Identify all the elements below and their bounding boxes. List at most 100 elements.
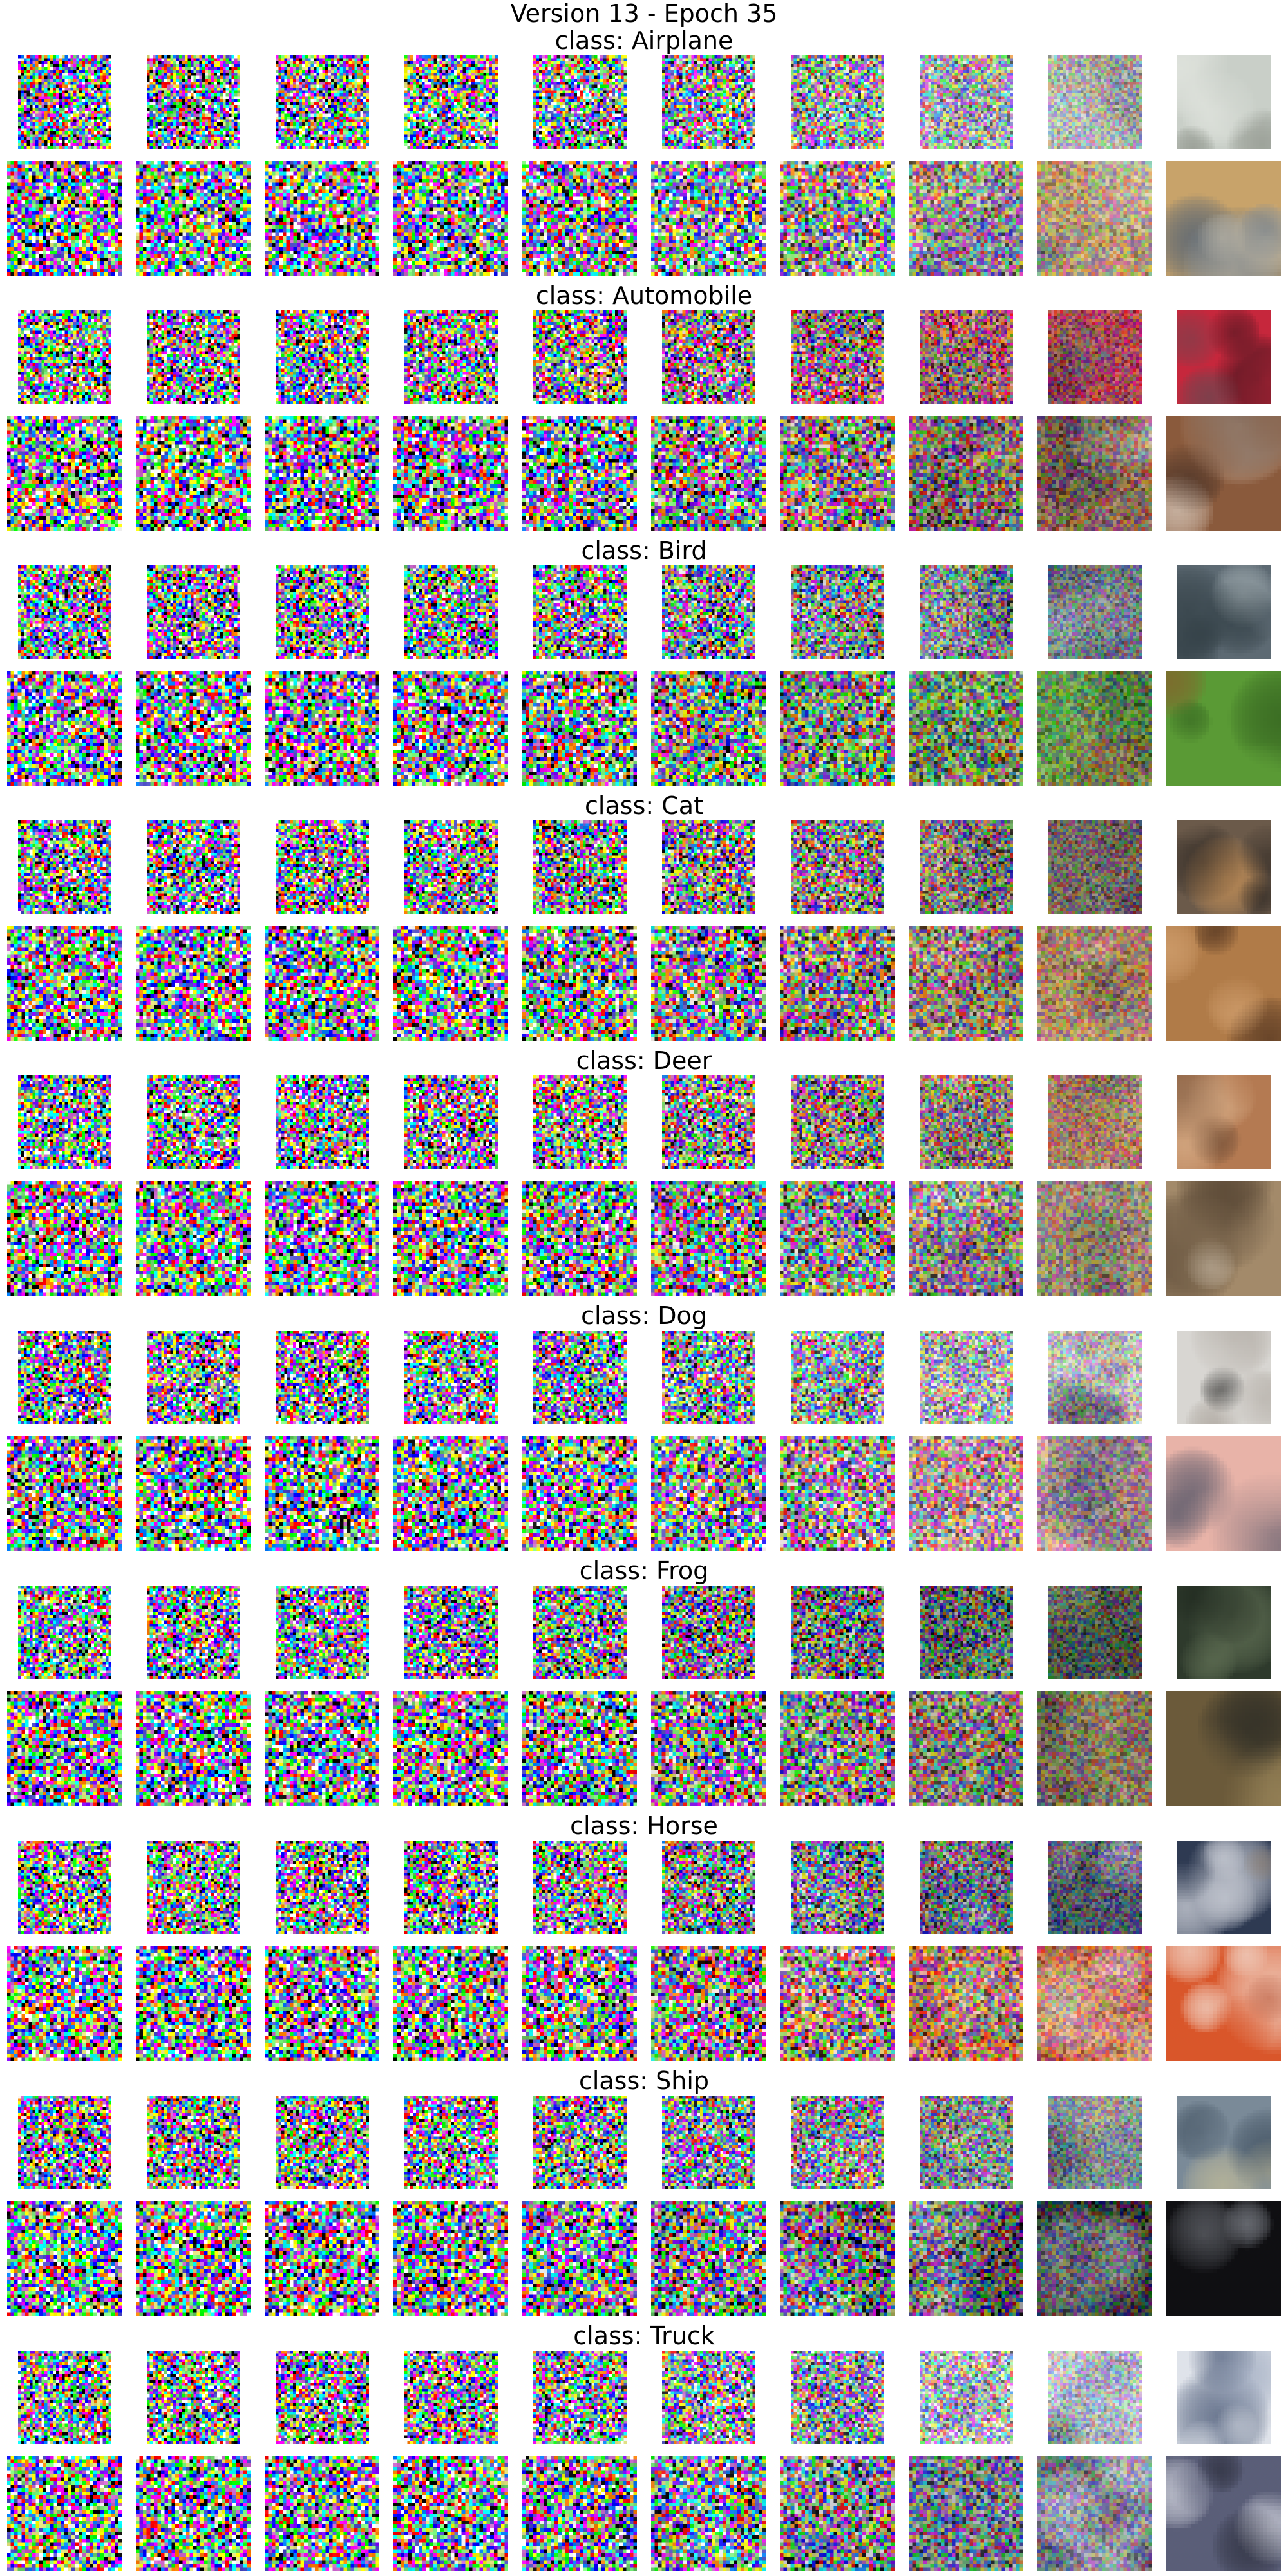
sample-bird-row1-step3 — [275, 565, 369, 659]
sample-automobile-row2-step3 — [265, 416, 379, 531]
sample-truck-row1-step8 — [919, 2351, 1013, 2444]
sample-bird-row1-step1 — [17, 565, 111, 659]
sample-deer-row1-step1 — [17, 1075, 111, 1169]
sample-automobile-row1-step5 — [533, 310, 627, 404]
sample-bird-row1-step4 — [404, 565, 498, 659]
sample-frog-row2-step5 — [522, 1691, 637, 1806]
sample-deer-row2-step6 — [651, 1181, 766, 1296]
sample-airplane-row2-step2 — [136, 161, 251, 276]
sample-dog-row2-step7 — [780, 1436, 895, 1551]
sample-automobile-row2-step10 — [1166, 416, 1281, 531]
sample-ship-row1-step5 — [533, 2096, 627, 2189]
sample-cat-row2-step7 — [780, 926, 895, 1041]
sample-airplane-row2-step6 — [651, 161, 766, 276]
sample-truck-row2-step3 — [265, 2456, 379, 2571]
sample-airplane-row1-step8 — [919, 55, 1013, 149]
sample-airplane-row2-step8 — [909, 161, 1023, 276]
sample-automobile-row1-step7 — [790, 310, 884, 404]
sample-deer-row2-step1 — [7, 1181, 122, 1296]
sample-dog-row1-step2 — [146, 1331, 240, 1424]
sample-truck-row1-step1 — [17, 2351, 111, 2444]
sample-airplane-row1-step4 — [404, 55, 498, 149]
sample-horse-row1-step5 — [533, 1841, 627, 1934]
sample-deer-row1-step5 — [533, 1075, 627, 1169]
sample-cat-row1-step4 — [404, 820, 498, 914]
sample-truck-row1-step2 — [146, 2351, 240, 2444]
sample-ship-row1-step1 — [17, 2096, 111, 2189]
sample-dog-row1-step6 — [661, 1331, 755, 1424]
sample-cat-row1-step6 — [661, 820, 755, 914]
sample-horse-row1-step10 — [1177, 1841, 1271, 1934]
sample-frog-row2-step7 — [780, 1691, 895, 1806]
sample-bird-row1-step8 — [919, 565, 1013, 659]
sample-airplane-row1-step9 — [1048, 55, 1142, 149]
sample-truck-row2-step10 — [1166, 2456, 1281, 2571]
sample-horse-row2-step10 — [1166, 1946, 1281, 2061]
sample-dog-row1-step5 — [533, 1331, 627, 1424]
sample-truck-row2-step2 — [136, 2456, 251, 2571]
sample-frog-row1-step10 — [1177, 1586, 1271, 1679]
sample-deer-row1-step8 — [919, 1075, 1013, 1169]
sample-automobile-row2-step5 — [522, 416, 637, 531]
sample-dog-row2-step10 — [1166, 1436, 1281, 1551]
sample-bird-row2-step3 — [265, 671, 379, 786]
sample-deer-row1-step4 — [404, 1075, 498, 1169]
sample-ship-row2-step1 — [7, 2201, 122, 2316]
sample-truck-row2-step9 — [1037, 2456, 1152, 2571]
class-title-automobile: class: Automobile — [535, 281, 753, 310]
sample-automobile-row1-step3 — [275, 310, 369, 404]
sample-ship-row1-step2 — [146, 2096, 240, 2189]
sample-ship-row1-step3 — [275, 2096, 369, 2189]
sample-airplane-row1-step1 — [17, 55, 111, 149]
sample-dog-row1-step7 — [790, 1331, 884, 1424]
sample-airplane-row2-step5 — [522, 161, 637, 276]
sample-bird-row2-step9 — [1037, 671, 1152, 786]
class-title-horse: class: Horse — [570, 1812, 718, 1840]
sample-horse-row2-step5 — [522, 1946, 637, 2061]
sample-truck-row2-step6 — [651, 2456, 766, 2571]
sample-frog-row2-step6 — [651, 1691, 766, 1806]
sample-airplane-row1-step6 — [661, 55, 755, 149]
sample-horse-row2-step8 — [909, 1946, 1023, 2061]
sample-bird-row1-step5 — [533, 565, 627, 659]
sample-horse-row1-step2 — [146, 1841, 240, 1934]
sample-airplane-row1-step2 — [146, 55, 240, 149]
sample-ship-row2-step3 — [265, 2201, 379, 2316]
sample-automobile-row2-step8 — [909, 416, 1023, 531]
sample-cat-row2-step10 — [1166, 926, 1281, 1041]
sample-truck-row1-step7 — [790, 2351, 884, 2444]
sample-ship-row1-step10 — [1177, 2096, 1271, 2189]
sample-ship-row2-step10 — [1166, 2201, 1281, 2316]
sample-truck-row2-step8 — [909, 2456, 1023, 2571]
class-title-ship: class: Ship — [578, 2067, 710, 2095]
class-title-deer: class: Deer — [576, 1046, 712, 1075]
sample-deer-row1-step2 — [146, 1075, 240, 1169]
sample-airplane-row1-step3 — [275, 55, 369, 149]
sample-deer-row1-step3 — [275, 1075, 369, 1169]
sample-deer-row2-step8 — [909, 1181, 1023, 1296]
sample-cat-row1-step8 — [919, 820, 1013, 914]
sample-frog-row2-step3 — [265, 1691, 379, 1806]
sample-horse-row2-step4 — [393, 1946, 508, 2061]
sample-horse-row2-step3 — [265, 1946, 379, 2061]
sample-frog-row1-step1 — [17, 1586, 111, 1679]
sample-ship-row1-step4 — [404, 2096, 498, 2189]
sample-automobile-row1-step2 — [146, 310, 240, 404]
sample-deer-row2-step3 — [265, 1181, 379, 1296]
sample-frog-row2-step8 — [909, 1691, 1023, 1806]
sample-ship-row2-step4 — [393, 2201, 508, 2316]
sample-cat-row1-step2 — [146, 820, 240, 914]
sample-truck-row2-step1 — [7, 2456, 122, 2571]
sample-dog-row2-step3 — [265, 1436, 379, 1551]
sample-dog-row2-step8 — [909, 1436, 1023, 1551]
sample-truck-row1-step5 — [533, 2351, 627, 2444]
sample-dog-row2-step4 — [393, 1436, 508, 1551]
sample-automobile-row2-step2 — [136, 416, 251, 531]
sample-automobile-row1-step8 — [919, 310, 1013, 404]
sample-bird-row2-step6 — [651, 671, 766, 786]
sample-cat-row1-step7 — [790, 820, 884, 914]
sample-airplane-row2-step3 — [265, 161, 379, 276]
sample-cat-row1-step3 — [275, 820, 369, 914]
sample-bird-row1-step6 — [661, 565, 755, 659]
class-title-bird: class: Bird — [581, 536, 707, 565]
